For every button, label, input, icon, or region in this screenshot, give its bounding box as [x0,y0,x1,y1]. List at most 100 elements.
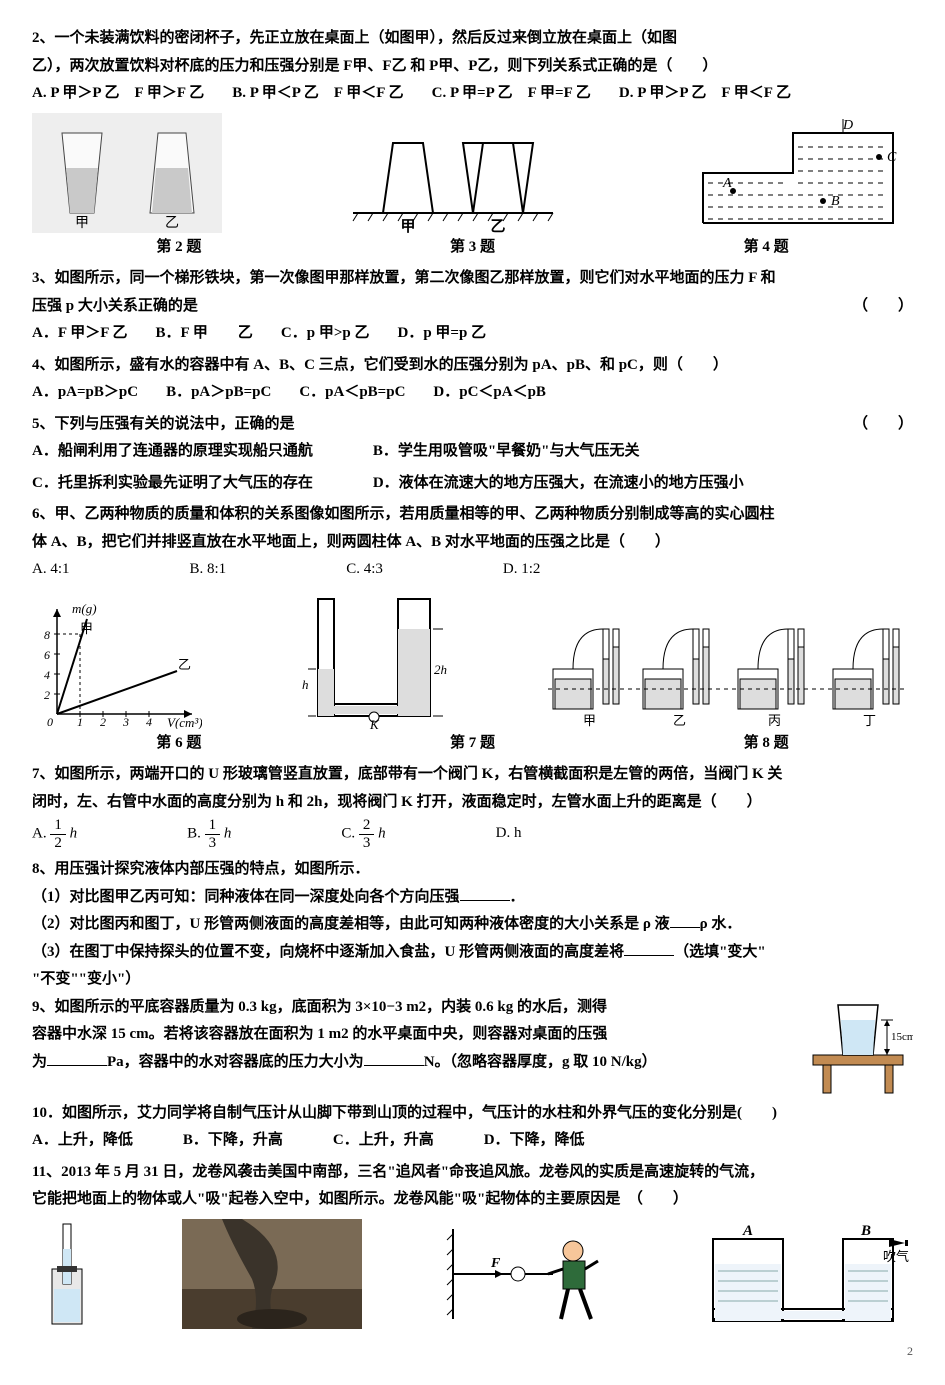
q2-options: A. P 甲＞P 乙 F 甲＞F 乙 B. P 甲＜P 乙 F 甲＜F 乙 C.… [32,81,913,107]
q8-p2: （2）对比图丙和图丁，U 形管两侧液面的高度差相等，由此可知两种液体密度的大小关… [32,912,913,938]
q11-line2: 它能把地面上的物体或人"吸"起卷入空中，如图所示。龙卷风能"吸"起物体的主要原因… [32,1187,913,1213]
cap-q7: 第 7 题 [326,731,620,757]
blank-8-3[interactable] [624,940,674,956]
svg-text:m(g): m(g) [72,601,97,616]
q7-opt-a: A. 12 h [32,817,77,851]
fig-connected-vessels: A B 吹气 [693,1219,913,1329]
q7-options: A. 12 h B. 13 h C. 23 h D. h [32,817,913,851]
q2-opt-d: D. P 甲＞P 乙 F 甲＜F 乙 [619,81,791,107]
svg-text:2: 2 [100,715,106,729]
svg-text:0: 0 [47,715,53,729]
caption-row-2: 第 6 题 第 7 题 第 8 题 [32,731,913,757]
svg-text:甲: 甲 [80,621,93,636]
q6-opt-b: B. 8:1 [190,557,227,583]
caption-row-1: 第 2 题 第 3 题 第 4 题 [32,235,913,261]
fig-q2: 甲 乙 [32,113,222,233]
q6-opt-a: A. 4:1 [32,557,70,583]
q9-line2: 容器中水深 15 cm。若将该容器放在面积为 1 m2 的水平桌面中央，则容器对… [32,1022,913,1048]
blank-9-1[interactable] [47,1050,107,1066]
q2-opt-b: B. P 甲＜P 乙 F 甲＜F 乙 [232,81,403,107]
q6-options: A. 4:1 B. 8:1 C. 4:3 D. 1:2 [32,557,913,583]
q4-opt-b: B．pA＞pB=pC [166,380,271,406]
q8-p3c: "不变""变小"） [32,967,913,993]
q4-opt-d: D．pC＜pA＜pB [433,380,546,406]
fig-q8: 甲 乙 丙 丁 [543,599,913,729]
fig-q6: m(g) V(cm³) 2 4 6 8 0 1 2 3 4 甲 乙 [32,599,202,729]
q7-opt-b: B. 13 h [187,817,231,851]
svg-text:吹气: 吹气 [883,1249,909,1264]
q5-opt-d: D．液体在流速大的地方压强大，在流速小的地方压强小 [373,471,744,497]
svg-text:乙: 乙 [673,713,686,728]
q2-line2: 乙），两次放置饮料对杯底的压力和压强分别是 F甲、F乙 和 P甲、P乙，则下列关… [32,54,913,80]
q2-line1: 2、一个未装满饮料的密闭杯子，先正立放在桌面上（如图甲），然后反过来倒立放在桌面… [32,26,913,52]
svg-text:B: B [860,1223,871,1239]
q3-opt-c: C．p 甲>p 乙 [281,321,370,347]
svg-text:A: A [742,1223,753,1239]
q5-opt-b: B．学生用吸管吸"早餐奶"与大气压无关 [373,439,640,465]
q9-line3: 为Pa，容器中的水对容器底的压力大小为N。（忽略容器厚度，g 取 10 N/kg… [32,1050,913,1076]
q10-opt-b: B．下降，升高 [183,1128,283,1154]
svg-text:2: 2 [44,688,50,702]
q10-options: A．上升，降低 B．下降，升高 C．上升，升高 D．下降，降低 [32,1128,913,1154]
svg-text:丙: 丙 [768,713,781,728]
q5-options-row2: C．托里拆利实验最先证明了大气压的存在 D．液体在流速大的地方压强大，在流速小的… [32,471,913,497]
q3-line2: 压强 p 大小关系正确的是 （ ） [32,294,913,320]
q3-line1: 3、如图所示，同一个梯形铁块，第一次像图甲那样放置，第二次像图乙那样放置，则它们… [32,266,913,292]
q8-p3: （3）在图丁中保持探头的位置不变，向烧杯中逐渐加入食盐，U 形管两侧液面的高度差… [32,940,913,966]
q9-line1: 9、如图所示的平底容器质量为 0.3 kg，底面积为 3×10−3 m2，内装 … [32,995,913,1021]
q5-opt-a: A．船闸利用了连通器的原理实现船只通航 [32,439,313,465]
q5-opt-c: C．托里拆利实验最先证明了大气压的存在 [32,471,313,497]
q7-opt-c: C. 23 h [341,817,385,851]
blank-8-2[interactable] [670,912,700,928]
fig-pull-person: F [443,1219,613,1329]
svg-text:C: C [887,150,897,165]
q6-opt-d: D. 1:2 [503,557,541,583]
q6-line2: 体 A、B，把它们并排竖直放在水平地面上，则两圆柱体 A、B 对水平地面的压强之… [32,530,913,556]
q8-stem: 8、用压强计探究液体内部压强的特点，如图所示． [32,857,913,883]
fig-q7: K h 2h [288,589,458,729]
svg-text:乙: 乙 [165,215,179,231]
q4-opt-a: A．pA=pB＞pC [32,380,138,406]
svg-text:乙: 乙 [178,657,191,672]
svg-text:4: 4 [44,668,50,682]
svg-text:3: 3 [122,715,129,729]
fig-q3: 甲 乙 [343,113,563,233]
q3-opt-b: B．F 甲 乙 [156,321,253,347]
q7-opt-d: D. h [496,821,522,847]
fig-row-2: m(g) V(cm³) 2 4 6 8 0 1 2 3 4 甲 乙 [32,589,913,729]
q10-opt-c: C．上升，升高 [333,1128,434,1154]
svg-text:6: 6 [44,648,50,662]
q3-options: A．F 甲＞F 乙 B．F 甲 乙 C．p 甲>p 乙 D．p 甲=p 乙 [32,321,913,347]
q4-opt-c: C．pA＜pB=pC [299,380,405,406]
q2-opt-a: A. P 甲＞P 乙 F 甲＞F 乙 [32,81,204,107]
q10-opt-d: D．下降，降低 [484,1128,585,1154]
q7-line2: 闭时，左、右管中水面的高度分别为 h 和 2h，现将阀门 K 打开，液面稳定时，… [32,790,913,816]
q8-p1: （1）对比图甲乙丙可知：同种液体在同一深度处向各个方向压强． [32,885,913,911]
q2-opt-c: C. P 甲=P 乙 F 甲=F 乙 [432,81,591,107]
svg-text:K: K [369,717,380,729]
fig-row-3: F A B 吹气 [32,1219,913,1329]
blank-9-2[interactable] [364,1050,424,1066]
fig-q4: A B C D [683,113,913,233]
page-number: 2 [32,1341,913,1361]
svg-text:15cm: 15cm [891,1031,913,1043]
fig-row-1: 甲 乙 甲 乙 [32,113,913,233]
svg-text:D: D [842,118,853,133]
q3-opt-d: D．p 甲=p 乙 [398,321,487,347]
blank-8-1[interactable] [460,885,510,901]
svg-text:A: A [722,176,732,191]
svg-text:h: h [302,677,309,692]
svg-text:B: B [831,194,840,209]
q10-stem: 10．如图所示，艾力同学将自制气压计从山脚下带到山顶的过程中，气压计的水柱和外界… [32,1101,913,1127]
q6-opt-c: C. 4:3 [346,557,383,583]
svg-text:丁: 丁 [863,713,876,728]
q4-options: A．pA=pB＞pC B．pA＞pB=pC C．pA＜pB=pC D．pC＜pA… [32,380,913,406]
fig-q10-barometer [32,1219,102,1329]
q3-opt-a: A．F 甲＞F 乙 [32,321,128,347]
svg-text:乙: 乙 [490,219,505,233]
svg-text:甲: 甲 [583,713,596,728]
cap-q6: 第 6 题 [32,731,326,757]
q5-options-row1: A．船闸利用了连通器的原理实现船只通航 B．学生用吸管吸"早餐奶"与大气压无关 [32,439,913,465]
q6-line1: 6、甲、乙两种物质的质量和体积的关系图像如图所示，若用质量相等的甲、乙两种物质分… [32,502,913,528]
cap-q4: 第 4 题 [619,235,913,261]
